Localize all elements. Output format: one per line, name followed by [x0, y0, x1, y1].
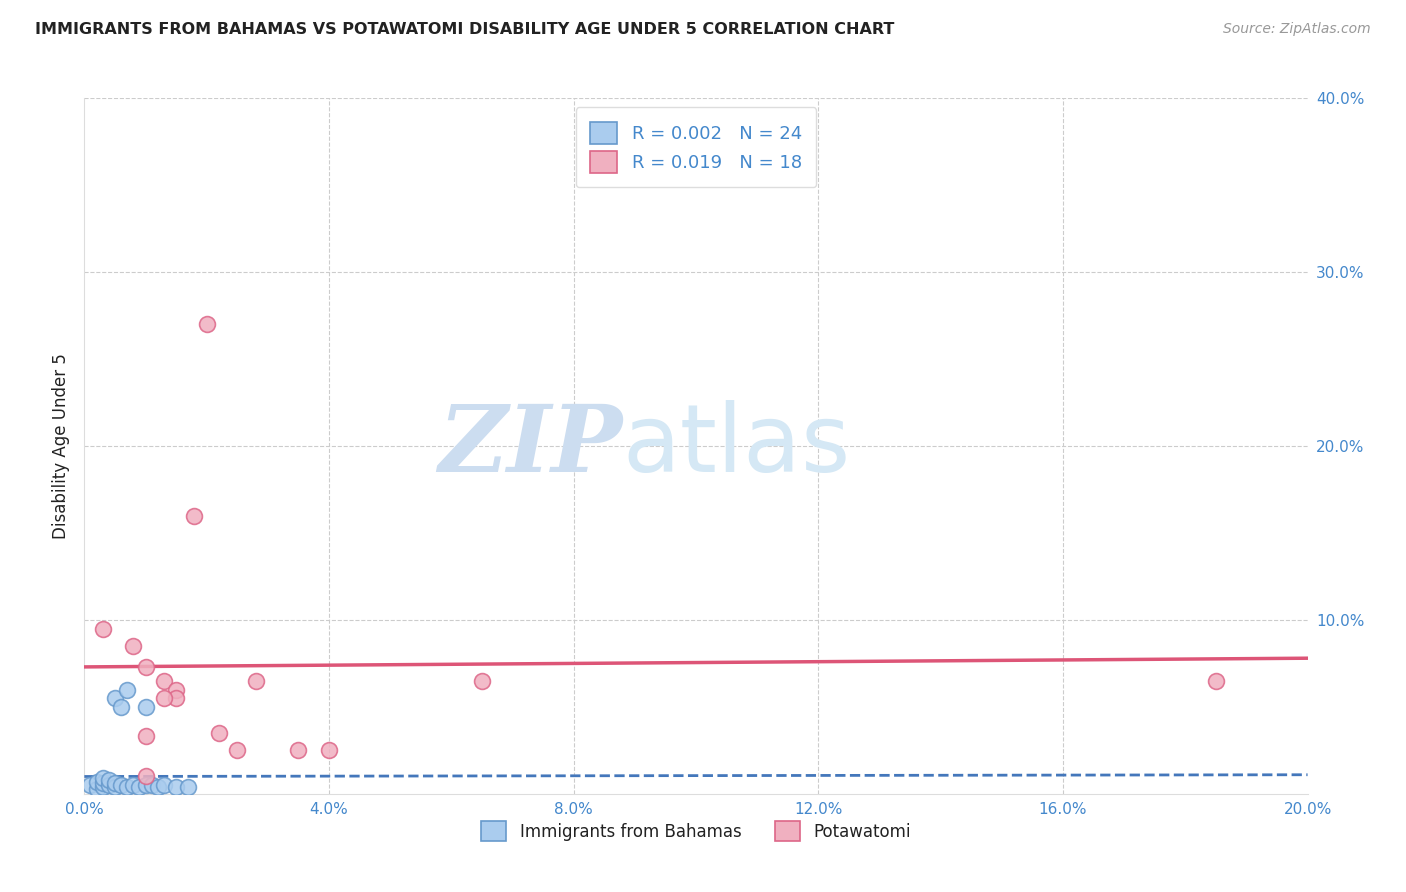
Point: [135, 660, 157, 674]
Point: [104, 691, 127, 706]
Point: [165, 691, 187, 706]
Point: [122, 778, 145, 792]
Point: [86, 774, 108, 789]
Point: [91, 776, 114, 790]
Point: [1205, 673, 1227, 688]
Point: [110, 699, 132, 714]
Point: [287, 743, 309, 757]
Point: [195, 317, 218, 331]
Point: [208, 726, 231, 740]
Text: ZIP: ZIP: [439, 401, 623, 491]
Point: [153, 778, 176, 792]
Point: [91, 771, 114, 785]
Point: [177, 780, 200, 794]
Point: [115, 780, 138, 794]
Point: [128, 780, 150, 794]
Legend: Immigrants from Bahamas, Potawatomi: Immigrants from Bahamas, Potawatomi: [475, 814, 917, 848]
Text: Source: ZipAtlas.com: Source: ZipAtlas.com: [1223, 22, 1371, 37]
Point: [141, 778, 163, 792]
Text: atlas: atlas: [623, 400, 851, 492]
Point: [135, 730, 157, 744]
Text: IMMIGRANTS FROM BAHAMAS VS POTAWATOMI DISABILITY AGE UNDER 5 CORRELATION CHART: IMMIGRANTS FROM BAHAMAS VS POTAWATOMI DI…: [35, 22, 894, 37]
Point: [471, 673, 494, 688]
Point: [318, 743, 340, 757]
Point: [97, 772, 120, 787]
Point: [115, 682, 138, 697]
Point: [165, 780, 187, 794]
Y-axis label: Disability Age Under 5: Disability Age Under 5: [52, 353, 70, 539]
Point: [153, 673, 176, 688]
Point: [146, 780, 169, 794]
Point: [97, 778, 120, 792]
Point: [135, 769, 157, 784]
Point: [245, 673, 267, 688]
Point: [183, 508, 205, 523]
Point: [122, 639, 145, 653]
Point: [91, 780, 114, 794]
Point: [110, 778, 132, 792]
Point: [226, 743, 249, 757]
Point: [104, 776, 127, 790]
Point: [165, 682, 187, 697]
Point: [153, 691, 176, 706]
Point: [135, 778, 157, 792]
Point: [91, 622, 114, 636]
Point: [135, 699, 157, 714]
Point: [104, 780, 127, 794]
Point: [86, 781, 108, 796]
Point: [79, 778, 101, 792]
